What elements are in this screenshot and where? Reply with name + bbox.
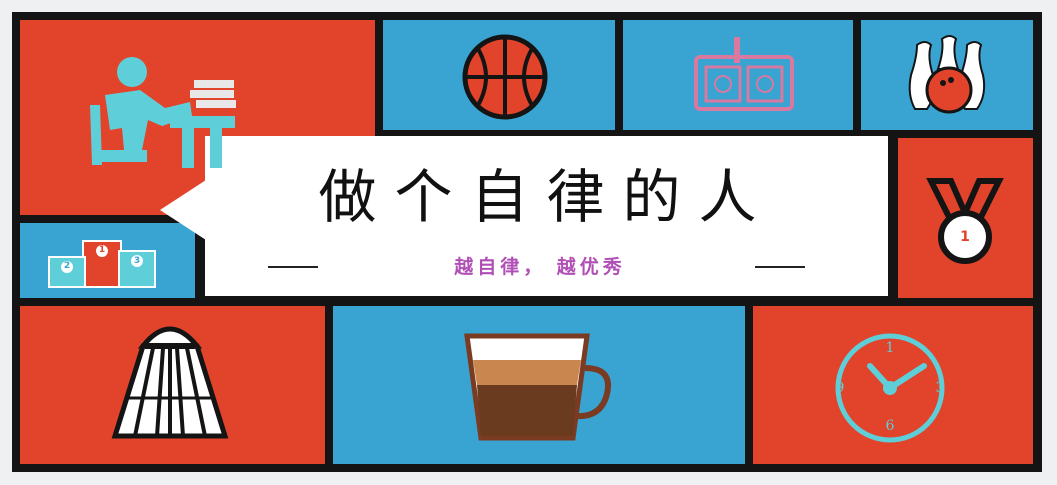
podium-icon — [48, 240, 156, 288]
telephone-icon — [694, 37, 794, 111]
banner-title: 做个自律的人 — [318, 163, 775, 231]
clock-icon — [835, 333, 945, 443]
medal-icon — [926, 178, 1004, 264]
clock-number-6: 6 — [885, 418, 895, 434]
right-rule — [755, 266, 805, 268]
bowling-icon — [908, 35, 986, 114]
banner-subtitle: 越自律， 越优秀 — [454, 256, 626, 278]
banner-pointer — [160, 180, 206, 240]
coffee-cup-icon — [464, 333, 611, 441]
left-rule — [268, 266, 318, 268]
basketball-icon — [462, 34, 548, 120]
studying-person-icon — [90, 57, 236, 168]
shuttlecock-icon — [111, 326, 229, 439]
clock-number-3: 3 — [935, 380, 945, 396]
clock-number-9: 9 — [835, 380, 845, 396]
clock-number-12: 1 — [885, 340, 895, 356]
podium-number-third: 3 — [133, 256, 141, 266]
podium-number-first: 1 — [98, 245, 106, 255]
banner — [205, 136, 888, 296]
podium-number-second: 2 — [63, 261, 71, 271]
medal-number: 1 — [960, 229, 970, 245]
